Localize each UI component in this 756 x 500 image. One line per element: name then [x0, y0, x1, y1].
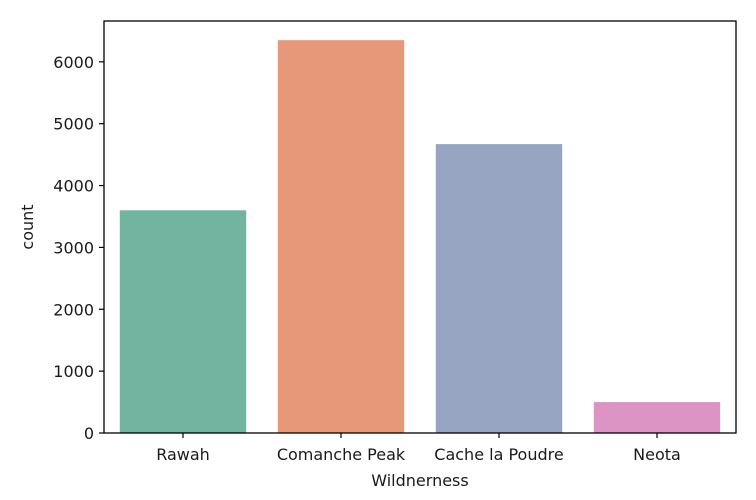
x-tick-label: Neota [633, 445, 681, 464]
bars-group [119, 40, 721, 433]
x-axis-label: Wildnerness [371, 471, 468, 490]
y-tick-label: 2000 [53, 300, 94, 319]
y-tick-label: 5000 [53, 115, 94, 134]
bar-comanche-peak [277, 40, 405, 433]
y-tick-label: 3000 [53, 238, 94, 257]
y-tick-label: 6000 [53, 53, 94, 72]
x-tick-label: Comanche Peak [277, 445, 406, 464]
y-tick-label: 1000 [53, 362, 94, 381]
y-axis-label: count [18, 204, 37, 249]
x-axis-ticks: Rawah Comanche Peak Cache la Poudre Neota [156, 433, 681, 464]
x-tick-label: Rawah [156, 445, 210, 464]
plot-frame [103, 20, 737, 434]
bar-rawah [119, 210, 247, 433]
bar-cache-la-poudre [435, 144, 563, 433]
y-tick-label: 4000 [53, 177, 94, 196]
x-tick-label: Cache la Poudre [434, 445, 563, 464]
y-tick-label: 0 [84, 424, 94, 443]
bar-neota [593, 402, 721, 433]
y-axis-ticks: 0 1000 2000 3000 4000 5000 6000 [53, 53, 104, 443]
